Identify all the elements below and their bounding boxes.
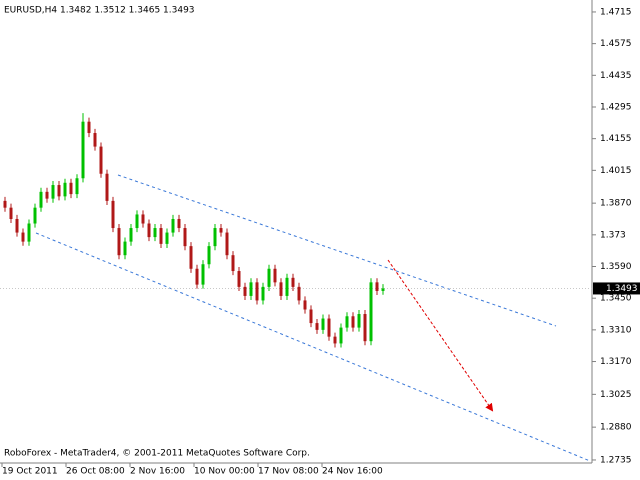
candle-body	[171, 218, 175, 233]
candle-body	[195, 268, 199, 285]
candle-body	[315, 323, 319, 330]
candle-body	[363, 314, 367, 342]
candle-body	[87, 121, 91, 134]
channel-upper	[117, 174, 557, 327]
candle-body	[243, 286, 247, 296]
candle-body	[231, 255, 235, 272]
x-tick-label: 2 Nov 16:00	[130, 467, 185, 477]
candle-body	[201, 264, 205, 285]
candle-body	[57, 185, 61, 197]
x-tick-label: 10 Nov 00:00	[194, 467, 255, 477]
chart-title: EURUSD,H4 1.3482 1.3512 1.3465 1.3493	[4, 6, 195, 16]
candle-body	[267, 268, 271, 287]
candle-body	[105, 173, 109, 201]
y-tick-label: 1.3450	[600, 294, 632, 304]
candle-body	[81, 121, 85, 179]
candle-body	[117, 228, 121, 256]
candle-body	[237, 271, 241, 287]
x-tick-label: 24 Nov 16:00	[322, 467, 383, 477]
candle-body	[291, 277, 295, 287]
candle-body	[129, 228, 133, 242]
candle-body	[255, 282, 259, 301]
candle-body	[189, 246, 193, 269]
candle-body	[339, 327, 343, 344]
candle-body	[21, 232, 25, 242]
x-tick-label: 17 Nov 08:00	[258, 467, 319, 477]
candle-body	[75, 178, 79, 195]
y-tick-label: 1.3025	[600, 390, 632, 400]
candle-body	[141, 214, 145, 224]
y-tick-label: 1.2880	[600, 423, 632, 433]
candle-body	[273, 268, 277, 283]
candle-body	[153, 228, 157, 238]
candle-body	[45, 191, 49, 199]
candle-body	[219, 228, 223, 233]
candle-body	[225, 232, 229, 256]
y-tick-label: 1.3590	[600, 262, 632, 272]
candle-body	[261, 286, 265, 301]
y-tick-label: 1.4155	[600, 134, 632, 144]
y-tick-label: 1.373	[600, 230, 626, 240]
candle-body	[285, 277, 289, 296]
candle-body	[381, 288, 385, 291]
candle-body	[207, 246, 211, 265]
candle-body	[249, 282, 253, 296]
footer: RoboForex - MetaTrader4, © 2001-2011 Met…	[4, 449, 310, 459]
candle-body	[123, 241, 127, 256]
y-tick-label: 1.4435	[600, 71, 632, 81]
candle-body	[15, 218, 19, 233]
candle-body	[147, 223, 151, 238]
candle-body	[99, 146, 103, 174]
x-tick-label: 26 Oct 08:00	[66, 467, 125, 477]
y-tick-label: 1.4715	[600, 7, 632, 17]
candle-body	[135, 214, 139, 229]
candle-body	[303, 300, 307, 310]
candle-body	[183, 228, 187, 247]
y-tick-label: 1.2735	[600, 455, 632, 465]
candle-body	[93, 133, 97, 147]
candle-body	[375, 282, 379, 291]
candle-body	[279, 282, 283, 296]
y-tick-label: 1.3170	[600, 357, 632, 367]
candle-body	[27, 223, 31, 242]
x-tick-label: 19 Oct 2011	[2, 467, 58, 477]
candle-body	[177, 218, 181, 229]
y-tick-label: 1.4575	[600, 39, 632, 49]
candle-body	[3, 200, 7, 208]
candle-body	[333, 336, 337, 344]
candle-body	[63, 182, 67, 197]
y-tick-label: 1.3870	[600, 199, 632, 209]
candle-body	[369, 282, 373, 342]
price-badge-label: 1.3493	[606, 284, 638, 294]
candle-body	[69, 182, 73, 195]
candle-body	[165, 232, 169, 244]
y-tick-label: 1.3310	[600, 325, 632, 335]
candle-body	[33, 207, 37, 224]
candle-body	[321, 318, 325, 330]
candle-body	[345, 316, 349, 328]
y-tick-label: 1.4295	[600, 102, 632, 112]
y-tick-label: 1.4015	[600, 166, 632, 176]
candle-body	[309, 309, 313, 324]
candle-body	[213, 228, 217, 247]
price-badge	[593, 282, 640, 295]
candle-body	[297, 286, 301, 301]
candle-body	[159, 228, 163, 244]
candle-body	[51, 185, 55, 199]
candle-body	[39, 191, 43, 208]
candle-body	[351, 316, 355, 328]
channel-lower	[35, 232, 591, 462]
candle-body	[327, 318, 331, 337]
forecast-arrow	[387, 259, 494, 412]
candle-body	[9, 207, 13, 219]
candle-body	[111, 200, 115, 229]
candle-body	[357, 314, 361, 328]
